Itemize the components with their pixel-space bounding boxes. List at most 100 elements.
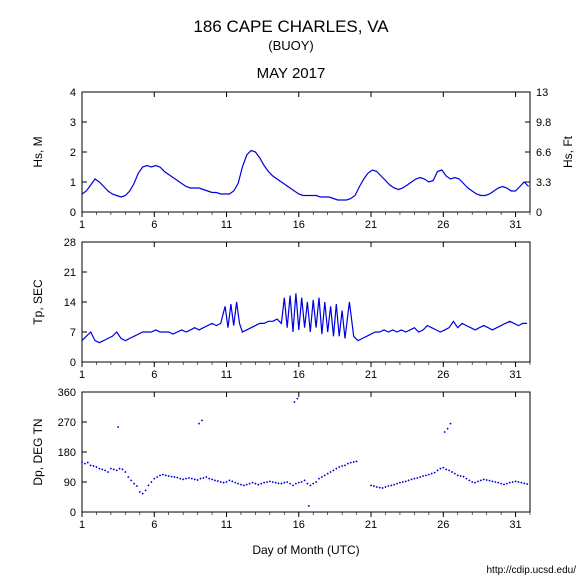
source-url: http://cdip.ucsd.edu/ <box>486 565 576 576</box>
scatter-point <box>179 478 181 480</box>
scatter-point <box>292 484 294 486</box>
scatter-point <box>387 485 389 487</box>
scatter-point <box>228 479 230 481</box>
scatter-point <box>433 472 435 474</box>
scatter-point <box>370 484 372 486</box>
x-tick-label: 11 <box>221 519 232 531</box>
y-tick-label: 14 <box>64 297 76 309</box>
y-axis-label-left: Hs, M <box>31 136 45 167</box>
scatter-point <box>98 468 100 470</box>
scatter-point <box>347 463 349 465</box>
scatter-point <box>422 475 424 477</box>
scatter-point <box>92 465 94 467</box>
x-axis-label: Day of Month (UTC) <box>252 543 359 557</box>
scatter-point <box>471 481 473 483</box>
scatter-point <box>506 483 508 485</box>
scatter-point <box>144 489 146 491</box>
y-tick-label-right: 9.8 <box>536 117 551 129</box>
y-axis-label-left: Tp, SEC <box>31 279 45 325</box>
scatter-point <box>315 481 317 483</box>
scatter-point <box>198 423 200 425</box>
scatter-point <box>448 469 450 471</box>
scatter-point <box>293 401 295 403</box>
chart-container: 186 CAPE CHARLES, VA(BUOY)MAY 2017161116… <box>0 0 582 581</box>
scatter-point <box>309 484 311 486</box>
scatter-point <box>249 483 251 485</box>
scatter-point <box>147 484 149 486</box>
scatter-point <box>517 481 519 483</box>
scatter-point <box>275 482 277 484</box>
y-tick-label: 1 <box>70 177 76 189</box>
panel-frame <box>82 392 530 512</box>
scatter-point <box>523 482 525 484</box>
scatter-point <box>503 483 505 485</box>
x-tick-label: 31 <box>509 519 521 531</box>
scatter-point <box>373 485 375 487</box>
x-tick-label: 26 <box>437 519 449 531</box>
y-tick-label: 4 <box>70 87 76 99</box>
scatter-point <box>211 478 213 480</box>
y-tick-label: 360 <box>58 387 76 399</box>
scatter-point <box>329 471 331 473</box>
scatter-point <box>413 478 415 480</box>
scatter-point <box>194 478 196 480</box>
scatter-point <box>168 475 170 477</box>
scatter-point <box>486 479 488 481</box>
scatter-point <box>222 482 224 484</box>
scatter-point <box>217 480 219 482</box>
scatter-point <box>87 462 89 464</box>
x-tick-label: 26 <box>437 369 449 381</box>
scatter-point <box>416 477 418 479</box>
scatter-point <box>344 464 346 466</box>
scatter-point <box>159 474 161 476</box>
scatter-point <box>263 482 265 484</box>
scatter-point <box>117 426 119 428</box>
scatter-point <box>514 480 516 482</box>
scatter-point <box>81 461 83 463</box>
scatter-point <box>130 479 132 481</box>
scatter-point <box>399 482 401 484</box>
scatter-point <box>335 468 337 470</box>
scatter-point <box>231 480 233 482</box>
scatter-point <box>390 484 392 486</box>
scatter-point <box>318 478 320 480</box>
scatter-point <box>150 481 152 483</box>
scatter-point <box>483 478 485 480</box>
x-tick-label: 31 <box>509 219 521 231</box>
scatter-point <box>225 481 227 483</box>
scatter-point <box>220 481 222 483</box>
scatter-point <box>321 476 323 478</box>
scatter-point <box>133 483 135 485</box>
scatter-point <box>520 482 522 484</box>
scatter-point <box>260 483 262 485</box>
scatter-point <box>497 482 499 484</box>
scatter-point <box>272 481 274 483</box>
scatter-point <box>142 493 144 495</box>
scatter-point <box>460 475 462 477</box>
scatter-point <box>376 486 378 488</box>
y-axis-label-right: Hs, Ft <box>561 135 575 168</box>
scatter-point <box>254 483 256 485</box>
scatter-point <box>355 460 357 462</box>
scatter-point <box>118 468 120 470</box>
data-line <box>82 151 529 201</box>
x-tick-label: 16 <box>293 369 305 381</box>
scatter-point <box>457 474 459 476</box>
scatter-point <box>419 476 421 478</box>
scatter-point <box>449 423 451 425</box>
scatter-point <box>327 473 329 475</box>
panel-frame <box>82 92 530 212</box>
scatter-point <box>494 481 496 483</box>
scatter-point <box>500 483 502 485</box>
y-tick-label: 180 <box>58 447 76 459</box>
scatter-point <box>512 481 514 483</box>
x-tick-label: 1 <box>79 519 85 531</box>
scatter-point <box>240 484 242 486</box>
scatter-point <box>439 468 441 470</box>
y-tick-label: 28 <box>64 237 76 249</box>
scatter-point <box>298 482 300 484</box>
scatter-point <box>431 473 433 475</box>
scatter-point <box>214 479 216 481</box>
scatter-point <box>312 483 314 485</box>
scatter-point <box>234 482 236 484</box>
